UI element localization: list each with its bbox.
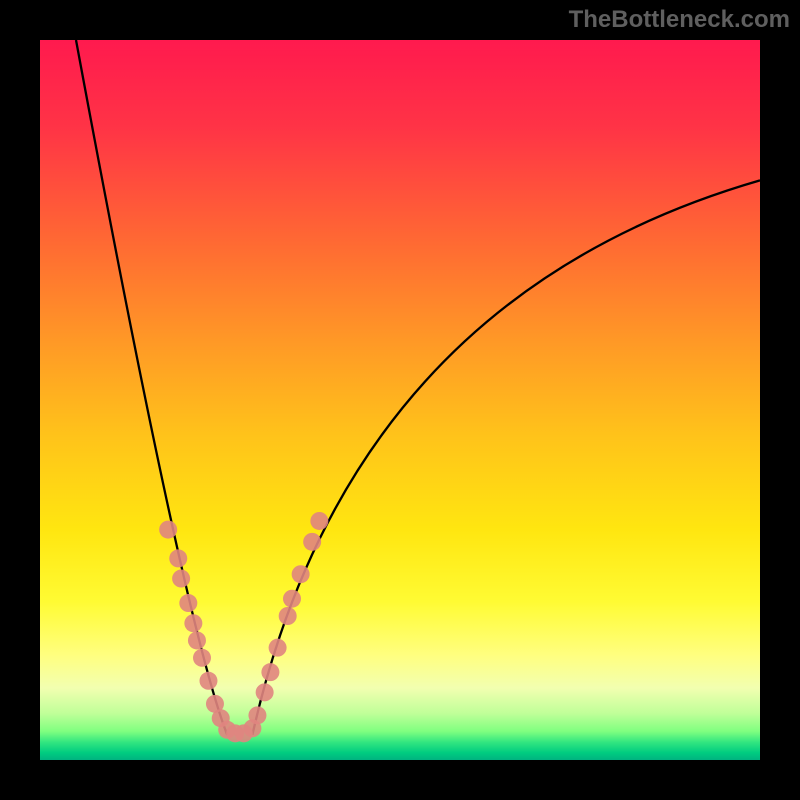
- gradient-background: [40, 40, 760, 760]
- data-marker: [193, 649, 211, 667]
- data-marker: [310, 512, 328, 530]
- chart-svg: [40, 40, 760, 760]
- data-marker: [172, 570, 190, 588]
- data-marker: [179, 594, 197, 612]
- data-marker: [184, 614, 202, 632]
- data-marker: [248, 706, 266, 724]
- data-marker: [256, 683, 274, 701]
- data-marker: [269, 639, 287, 657]
- data-marker: [279, 607, 297, 625]
- plot-area: [40, 40, 760, 760]
- data-marker: [159, 521, 177, 539]
- data-marker: [292, 565, 310, 583]
- data-marker: [199, 672, 217, 690]
- chart-canvas: TheBottleneck.com: [0, 0, 800, 800]
- data-marker: [169, 549, 187, 567]
- data-marker: [283, 590, 301, 608]
- data-marker: [303, 533, 321, 551]
- data-marker: [261, 663, 279, 681]
- watermark-label: TheBottleneck.com: [569, 6, 790, 34]
- data-marker: [188, 631, 206, 649]
